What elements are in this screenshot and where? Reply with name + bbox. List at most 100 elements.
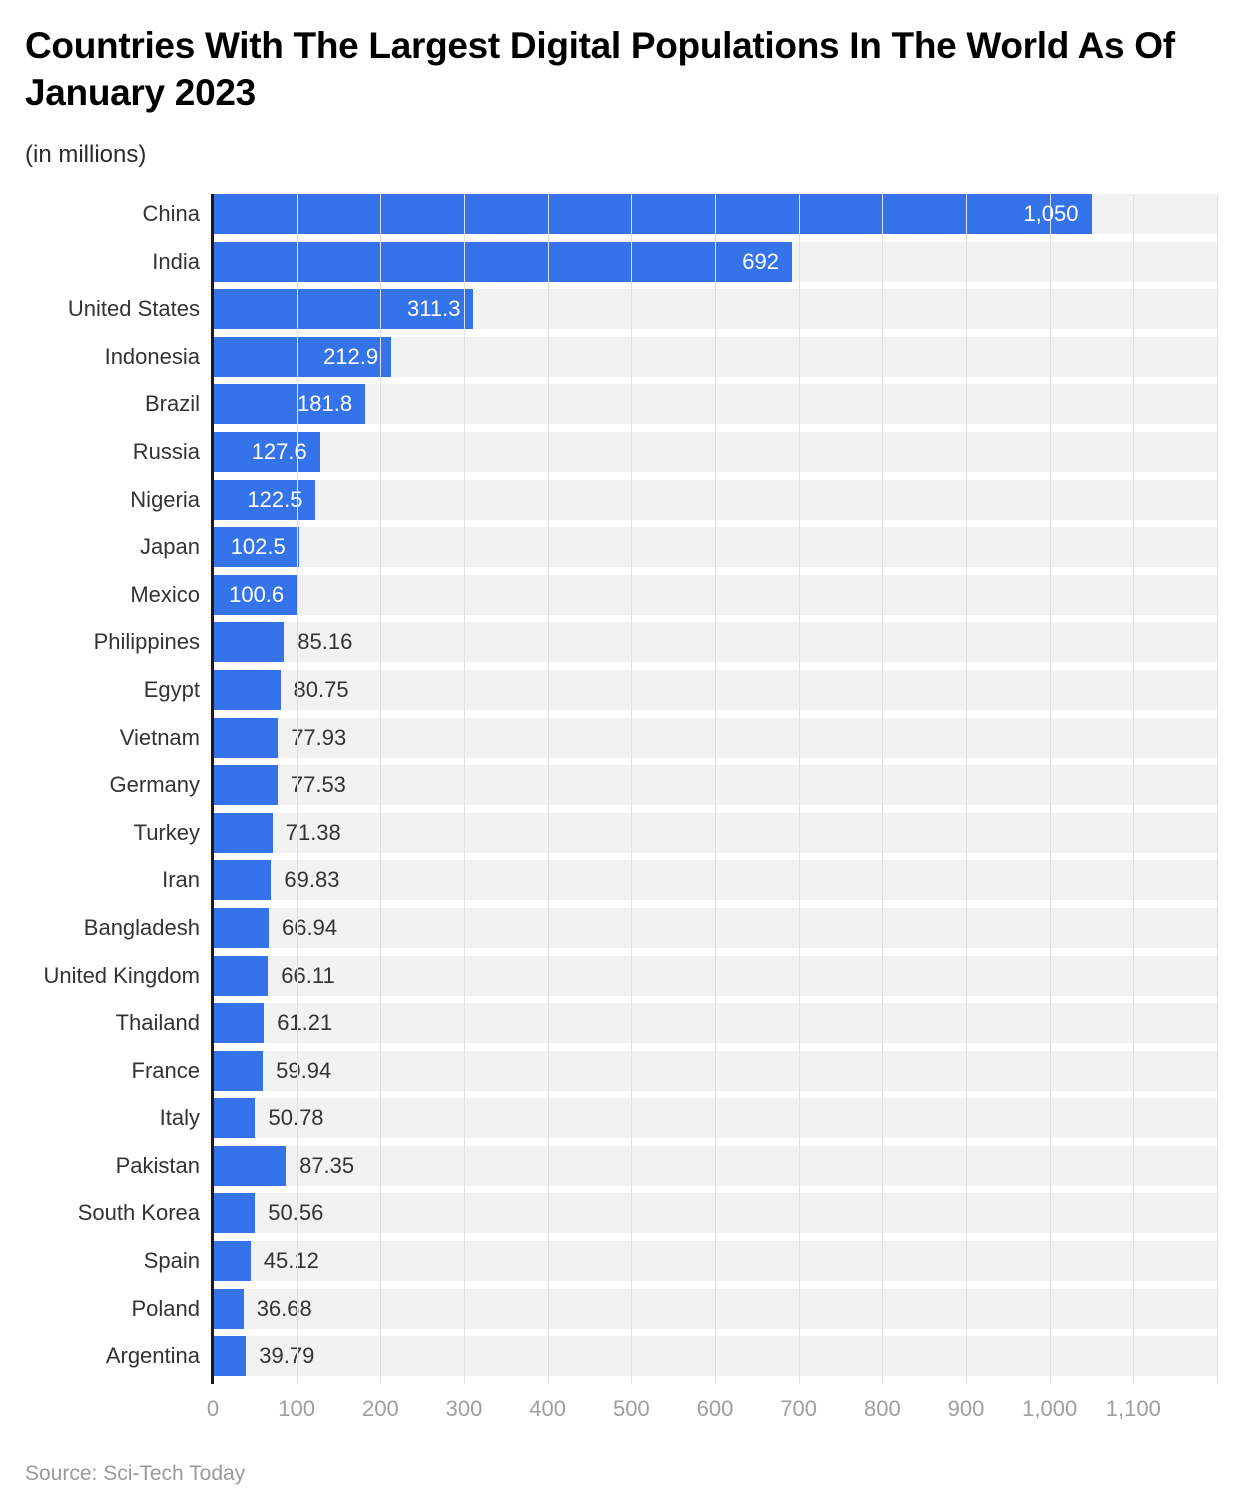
bar-track: 122.5 <box>213 479 1217 520</box>
value-label: 212.9 <box>323 343 379 369</box>
category-label: Brazil <box>144 391 200 417</box>
bar-chart: China 1,050 India 692 United States 311.3 Indo… <box>0 194 1240 1434</box>
bar[interactable] <box>213 860 272 901</box>
value-label: 692 <box>742 248 779 274</box>
bar-track: 212.9 <box>213 336 1217 377</box>
bar[interactable] <box>213 1050 264 1091</box>
bar[interactable]: 1,050 <box>213 194 1092 234</box>
bar[interactable] <box>213 955 269 996</box>
bar-track: 71.38 <box>213 812 1217 853</box>
x-tick-label: 500 <box>612 1396 650 1421</box>
bar[interactable] <box>213 1241 251 1282</box>
bar-row: Philippines 85.16 <box>0 622 1240 670</box>
bar[interactable] <box>213 717 279 758</box>
category-label: Mexico <box>130 581 200 607</box>
value-label: 80.75 <box>293 676 349 702</box>
bar-row: Turkey 71.38 <box>0 812 1240 861</box>
value-label: 61.21 <box>277 1010 333 1036</box>
bar-track: 66.94 <box>213 907 1217 948</box>
bar[interactable] <box>213 622 285 663</box>
bar[interactable] <box>213 1145 287 1186</box>
category-label: South Korea <box>77 1200 200 1226</box>
bar-rows: China 1,050 India 692 United States 311.3 Indo… <box>0 194 1240 1384</box>
x-tick-label: 400 <box>529 1396 567 1421</box>
x-tick-label: 1,100 <box>1105 1396 1161 1421</box>
value-label: 1,050 <box>1023 201 1079 226</box>
bar-row: Germany 77.53 <box>0 765 1240 813</box>
chart-subtitle: (in millions) <box>25 141 147 168</box>
bar-row: Vietnam 77.93 <box>0 717 1240 766</box>
bar-row: Egypt 80.75 <box>0 669 1240 718</box>
value-label: 66.11 <box>281 962 335 988</box>
bar-row: Indonesia 212.9 <box>0 336 1240 385</box>
value-label: 127.6 <box>251 438 307 464</box>
category-label: India <box>152 248 200 274</box>
bar[interactable]: 181.8 <box>213 384 366 425</box>
value-label: 77.93 <box>291 724 347 750</box>
value-label: 122.5 <box>247 486 303 512</box>
bar-track: 66.11 <box>213 955 1217 996</box>
category-label: Iran <box>162 867 200 893</box>
bar-track: 50.56 <box>213 1193 1217 1234</box>
bar-row: Pakistan 87.35 <box>0 1145 1240 1194</box>
x-axis: 0 100 200 300 400 500 600 700 800 900 1,000 1,100 <box>207 1396 1217 1426</box>
bar-track: 100.6 <box>213 574 1217 615</box>
category-label: Spain <box>143 1248 200 1274</box>
x-tick-label: 0 <box>206 1396 220 1421</box>
source-text: Source: Sci-Tech Today <box>25 1462 246 1485</box>
x-tick-label: 700 <box>780 1396 818 1421</box>
bar[interactable] <box>213 812 273 853</box>
bar-track: 50.78 <box>213 1098 1217 1139</box>
value-label: 59.94 <box>276 1057 332 1083</box>
x-tick-label: 900 <box>947 1396 985 1421</box>
bar-track: 127.6 <box>213 431 1217 472</box>
bar[interactable]: 127.6 <box>213 431 320 472</box>
bar-track: 1,050 <box>213 194 1217 234</box>
bar-row: Bangladesh 66.94 <box>0 907 1240 956</box>
bar-track: 39.79 <box>213 1336 1217 1377</box>
category-label: Philippines <box>93 629 200 655</box>
bar[interactable] <box>213 1098 256 1139</box>
y-axis-line <box>211 194 214 1384</box>
category-label: Italy <box>159 1105 200 1131</box>
bar[interactable] <box>213 765 278 806</box>
bar[interactable]: 311.3 <box>213 289 474 330</box>
bar-row: Russia 127.6 <box>0 431 1240 480</box>
bar[interactable] <box>213 1003 265 1044</box>
value-label: 87.35 <box>299 1152 355 1178</box>
bar-track: 77.93 <box>213 717 1217 758</box>
bar[interactable]: 212.9 <box>213 336 392 377</box>
bar-row: Italy 50.78 <box>0 1098 1240 1146</box>
bar-row: South Korea 50.56 <box>0 1193 1240 1241</box>
bar[interactable]: 102.5 <box>213 527 299 568</box>
x-tick-label: 1,000 <box>1022 1396 1078 1421</box>
bar-row: India 692 <box>0 241 1240 290</box>
bar[interactable]: 100.6 <box>213 574 298 615</box>
bar-row: China 1,050 <box>0 194 1240 242</box>
bar[interactable] <box>213 1288 244 1329</box>
value-label: 45.12 <box>263 1248 319 1274</box>
category-label: Argentina <box>105 1343 200 1369</box>
category-label: Poland <box>131 1295 200 1321</box>
bar[interactable] <box>213 1336 247 1377</box>
bar[interactable]: 692 <box>213 241 792 282</box>
bar-row: United States 311.3 <box>0 289 1240 337</box>
bar-track: 77.53 <box>213 765 1217 806</box>
bar-row: United Kingdom 66.11 <box>0 955 1240 1004</box>
value-label: 85.16 <box>297 629 353 655</box>
bar-row: Argentina 39.79 <box>0 1336 1240 1384</box>
category-label: United Kingdom <box>43 962 200 988</box>
bar-track: 69.83 <box>213 860 1217 901</box>
bar[interactable] <box>213 1193 256 1234</box>
category-label: France <box>131 1057 200 1083</box>
value-label: 77.53 <box>290 772 346 798</box>
bar-row: Spain 45.12 <box>0 1241 1240 1289</box>
bar[interactable]: 122.5 <box>213 479 316 520</box>
bar-row: France 59.94 <box>0 1050 1240 1099</box>
bar[interactable] <box>213 669 281 710</box>
bar[interactable] <box>213 907 269 948</box>
bar-track: 85.16 <box>213 622 1217 663</box>
value-label: 50.78 <box>268 1105 324 1131</box>
value-label: 36.68 <box>256 1295 312 1321</box>
